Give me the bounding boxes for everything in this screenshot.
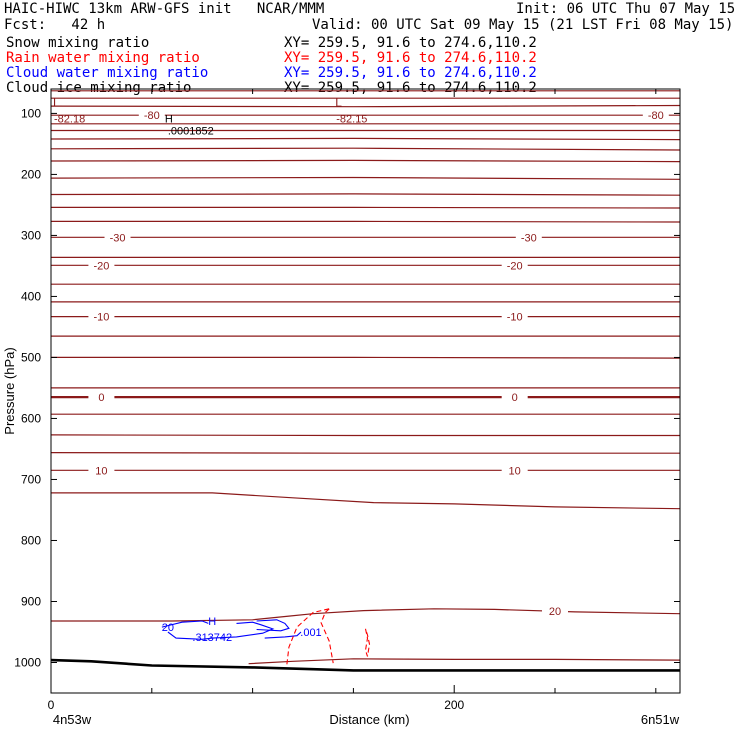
terrain-surface [50, 658, 680, 672]
temperature-contours [50, 90, 681, 665]
isotherm-label-bg [88, 310, 115, 323]
field-xy-cloud-ice: XY= 259.5, 91.6 to 274.6,110.2 [284, 80, 537, 96]
isotherm-label: 0 [98, 392, 104, 404]
isotherm-label: -80 [648, 110, 664, 122]
y-tick-label: 700 [21, 472, 41, 486]
cloud-water-contour-label: .001 [300, 627, 321, 639]
isotherm-label: -30 [521, 232, 537, 244]
y-tick-label: 800 [21, 533, 41, 547]
isotherm-label: -10 [93, 312, 109, 324]
isotherm [50, 193, 681, 196]
isotherm-label-bg [104, 231, 131, 244]
rain-water-contours [286, 608, 371, 665]
temperature-low-value: -82.18 [54, 113, 85, 125]
isotherm [50, 176, 681, 180]
x-axis-label: Distance (km) [329, 712, 409, 727]
isotherm-label-bg [542, 605, 569, 618]
isotherm-label: -20 [93, 260, 109, 272]
forecast-hour: Fcst: 42 h [4, 17, 106, 33]
isotherm-label: 0 [512, 392, 518, 404]
temperature-high-value: .0001852 [168, 125, 214, 137]
isotherm-label: -10 [507, 312, 523, 324]
isotherm [50, 159, 681, 163]
isotherm-label-bg [501, 259, 528, 272]
isotherm-label: 20 [549, 606, 561, 618]
isotherm [50, 452, 680, 454]
isotherm-label: 10 [95, 465, 107, 477]
contour-labels: -80 -80 -30 -30 -20 -20 -10 -10 0 0 10 10 20 20 .001 L -… [53, 95, 669, 644]
field-label-snow: Snow mixing ratio [6, 35, 150, 51]
isotherm [50, 147, 681, 151]
cloud-water-high-value: .313742 [192, 632, 232, 644]
rain-water-contour [320, 608, 334, 664]
x-tick-label: 200 [444, 698, 464, 712]
model-title: HAIC-HIWC 13km ARW-GFS init NCAR/MMM [4, 1, 325, 17]
isotherm [51, 356, 681, 359]
field-label-cloud-water: Cloud water mixing ratio [6, 65, 209, 81]
isotherm [50, 434, 680, 437]
isotherm-label: -80 [144, 110, 160, 122]
isotherm-label-bg [88, 391, 115, 404]
isotherm-label-bg [88, 464, 115, 477]
cloud-water-high-marker: H [208, 616, 216, 628]
temperature-low-marker: L [335, 95, 342, 109]
isotherm-label-bg [642, 109, 669, 122]
plot-frame [50, 88, 681, 694]
terrain-line [50, 658, 680, 672]
x-right-endpoint-label: 6n51w [641, 712, 680, 727]
isotherm-label-bg [138, 109, 165, 122]
cloud-water-contour [161, 620, 209, 628]
x-left-endpoint-label: 4n53w [53, 712, 92, 727]
temperature-low-value: -82.15 [336, 113, 367, 125]
isotherm-label: 10 [509, 465, 521, 477]
isotherm-label-bg [515, 231, 542, 244]
y-tick-label: 900 [21, 594, 41, 608]
isotherm-label-bg [88, 259, 115, 272]
isotherm [51, 220, 681, 223]
rain-water-contour [364, 628, 371, 657]
cloud-water-contour [256, 619, 290, 632]
y-tick-label: 100 [21, 106, 41, 120]
isotherm-label: -20 [507, 260, 523, 272]
isotherm [50, 137, 681, 141]
field-xy-cloud-water: XY= 259.5, 91.6 to 274.6,110.2 [284, 65, 537, 81]
temperature-low-marker: L [53, 95, 60, 109]
field-xy-rain: XY= 259.5, 91.6 to 274.6,110.2 [284, 50, 537, 66]
y-tick-label: 600 [21, 411, 41, 425]
rain-water-contour [286, 608, 330, 665]
y-tick-label: 300 [21, 228, 41, 242]
x-tick-label: 0 [48, 698, 55, 712]
isotherm-label-bg [501, 310, 528, 323]
init-time: Init: 06 UTC Thu 07 May 15 [516, 1, 736, 17]
isotherm [51, 206, 681, 209]
isotherm [50, 104, 681, 108]
valid-time: Valid: 00 UTC Sat 09 May 15 (21 LST Fri … [312, 17, 734, 33]
cloud-water-contour [167, 621, 275, 640]
temperature-high-marker: H [165, 113, 173, 125]
cloud-water-contour [264, 631, 302, 639]
cloud-water-contours [161, 619, 302, 640]
field-label-rain: Rain water mixing ratio [6, 50, 200, 66]
isotherm [51, 492, 681, 510]
y-tick-label: 200 [21, 167, 41, 181]
field-xy-snow: XY= 259.5, 91.6 to 274.6,110.2 [284, 35, 537, 51]
isotherm [51, 608, 681, 622]
cloud-water-contour-label: 20 [162, 622, 174, 634]
field-label-cloud-ice: Cloud ice mixing ratio [6, 80, 192, 96]
isotherm [248, 658, 681, 665]
isotherm-label-bg [501, 464, 528, 477]
y-tick-label: 400 [21, 289, 41, 303]
isotherm-label-bg [501, 391, 528, 404]
isotherm-label: -30 [110, 232, 126, 244]
y-axis-label: Pressure (hPa) [2, 347, 17, 434]
y-tick-label: 1000 [14, 655, 41, 669]
y-tick-label: 500 [21, 350, 41, 364]
